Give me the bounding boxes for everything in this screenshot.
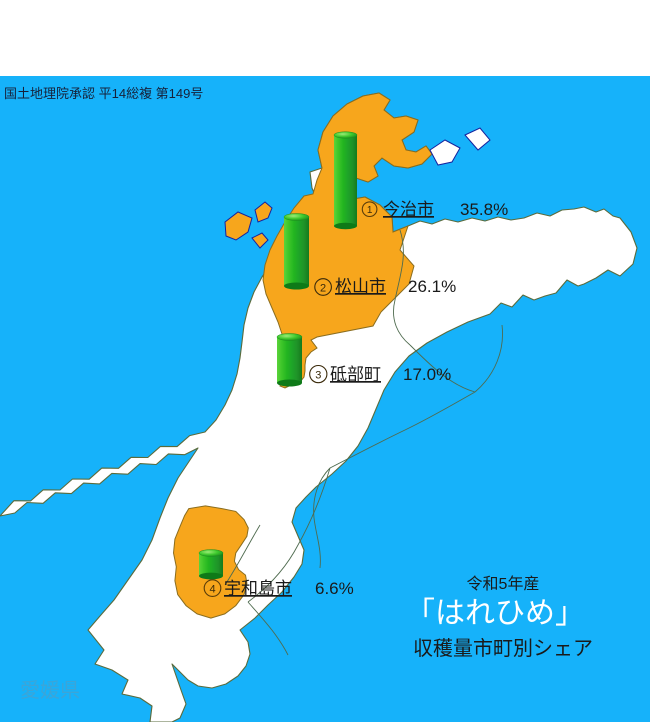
svg-text:3: 3 (315, 370, 321, 382)
svg-text:砥部町: 砥部町 (330, 365, 381, 384)
svg-text:6.6%: 6.6% (315, 579, 354, 598)
svg-text:4: 4 (209, 583, 215, 595)
svg-text:2: 2 (320, 282, 326, 294)
svg-text:収穫量市町別シェア: 収穫量市町別シェア (413, 637, 593, 660)
svg-text:「はれひめ」: 「はれひめ」 (405, 597, 585, 630)
svg-text:松山市: 松山市 (335, 277, 386, 296)
svg-text:1: 1 (367, 205, 373, 216)
svg-text:17.0%: 17.0% (403, 365, 451, 384)
svg-text:令和5年産: 令和5年産 (467, 575, 540, 593)
svg-text:国土地理院承認 平14総複 第149号: 国土地理院承認 平14総複 第149号 (4, 86, 203, 101)
svg-text:26.1%: 26.1% (408, 277, 456, 296)
svg-text:35.8%: 35.8% (460, 200, 508, 219)
svg-text:愛媛県: 愛媛県 (20, 679, 80, 702)
svg-text:宇和島市: 宇和島市 (224, 579, 292, 598)
svg-text:今治市: 今治市 (383, 200, 434, 219)
